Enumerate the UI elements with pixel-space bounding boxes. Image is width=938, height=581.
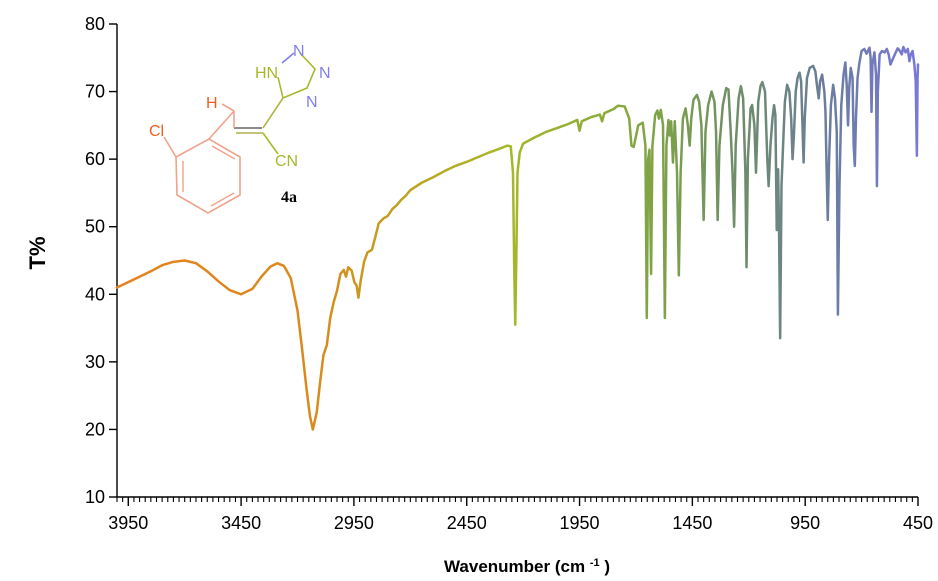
molecule-label-cn: CN — [275, 153, 298, 170]
y-tick-label: 70 — [85, 82, 105, 102]
x-tick-label: 3950 — [108, 513, 148, 533]
x-tick-label: 1450 — [672, 513, 712, 533]
y-tick-label: 30 — [85, 352, 105, 372]
x-tick-label: 2950 — [334, 513, 374, 533]
molecule-label-cl: Cl — [149, 123, 164, 140]
spectrum-line — [115, 45, 920, 431]
x-tick-label: 1950 — [560, 513, 600, 533]
bond-chloro — [163, 136, 177, 158]
y-tick-label: 60 — [85, 149, 105, 169]
x-axis-title: Wavenumber (cm -1 ) — [444, 557, 610, 576]
x-axis-ticks: 3950 3450 2950 2450 1950 1450 950 450 — [108, 497, 933, 533]
y-tick-label: 40 — [85, 284, 105, 304]
molecule-label-h: H — [206, 95, 218, 112]
bond-ring-to-vinyl — [208, 110, 235, 140]
x-tick-label: 3450 — [221, 513, 261, 533]
molecule-structure: N HN N N H Cl CN 4a — [149, 43, 331, 214]
x-axis-title-base: Wavenumber (cm — [444, 557, 585, 576]
molecule-label-n-right: N — [319, 65, 331, 82]
x-tick-label: 450 — [903, 513, 933, 533]
y-tick-label: 20 — [85, 419, 105, 439]
bond-tetrazole-ring-b — [281, 52, 295, 64]
bond-tetrazole-ring-a — [277, 52, 316, 99]
molecule-label-n-top: N — [293, 43, 305, 60]
molecule-label-hn: HN — [255, 65, 278, 82]
bond-to-tetrazole — [262, 97, 284, 129]
bond-benzene-inner-3 — [210, 192, 235, 207]
y-axis-title: T% — [25, 237, 50, 270]
bond-to-nitrile — [262, 132, 279, 155]
compound-label: 4a — [281, 189, 297, 206]
x-axis-title-sup: -1 — [590, 557, 600, 569]
x-axis-title-tail: ) — [604, 557, 610, 576]
bond-vinyl-h — [221, 103, 235, 112]
y-tick-label: 10 — [85, 487, 105, 507]
bond-benzene-inner-2 — [211, 145, 236, 160]
x-tick-label: 2450 — [447, 513, 487, 533]
y-tick-label: 80 — [85, 14, 105, 34]
bond-benzene-ring — [175, 138, 241, 214]
molecule-label-n-bottom: N — [306, 94, 318, 111]
y-axis-ticks: 80 70 60 50 40 30 20 10 — [85, 14, 117, 507]
y-tick-label: 50 — [85, 217, 105, 237]
x-tick-label: 950 — [790, 513, 820, 533]
